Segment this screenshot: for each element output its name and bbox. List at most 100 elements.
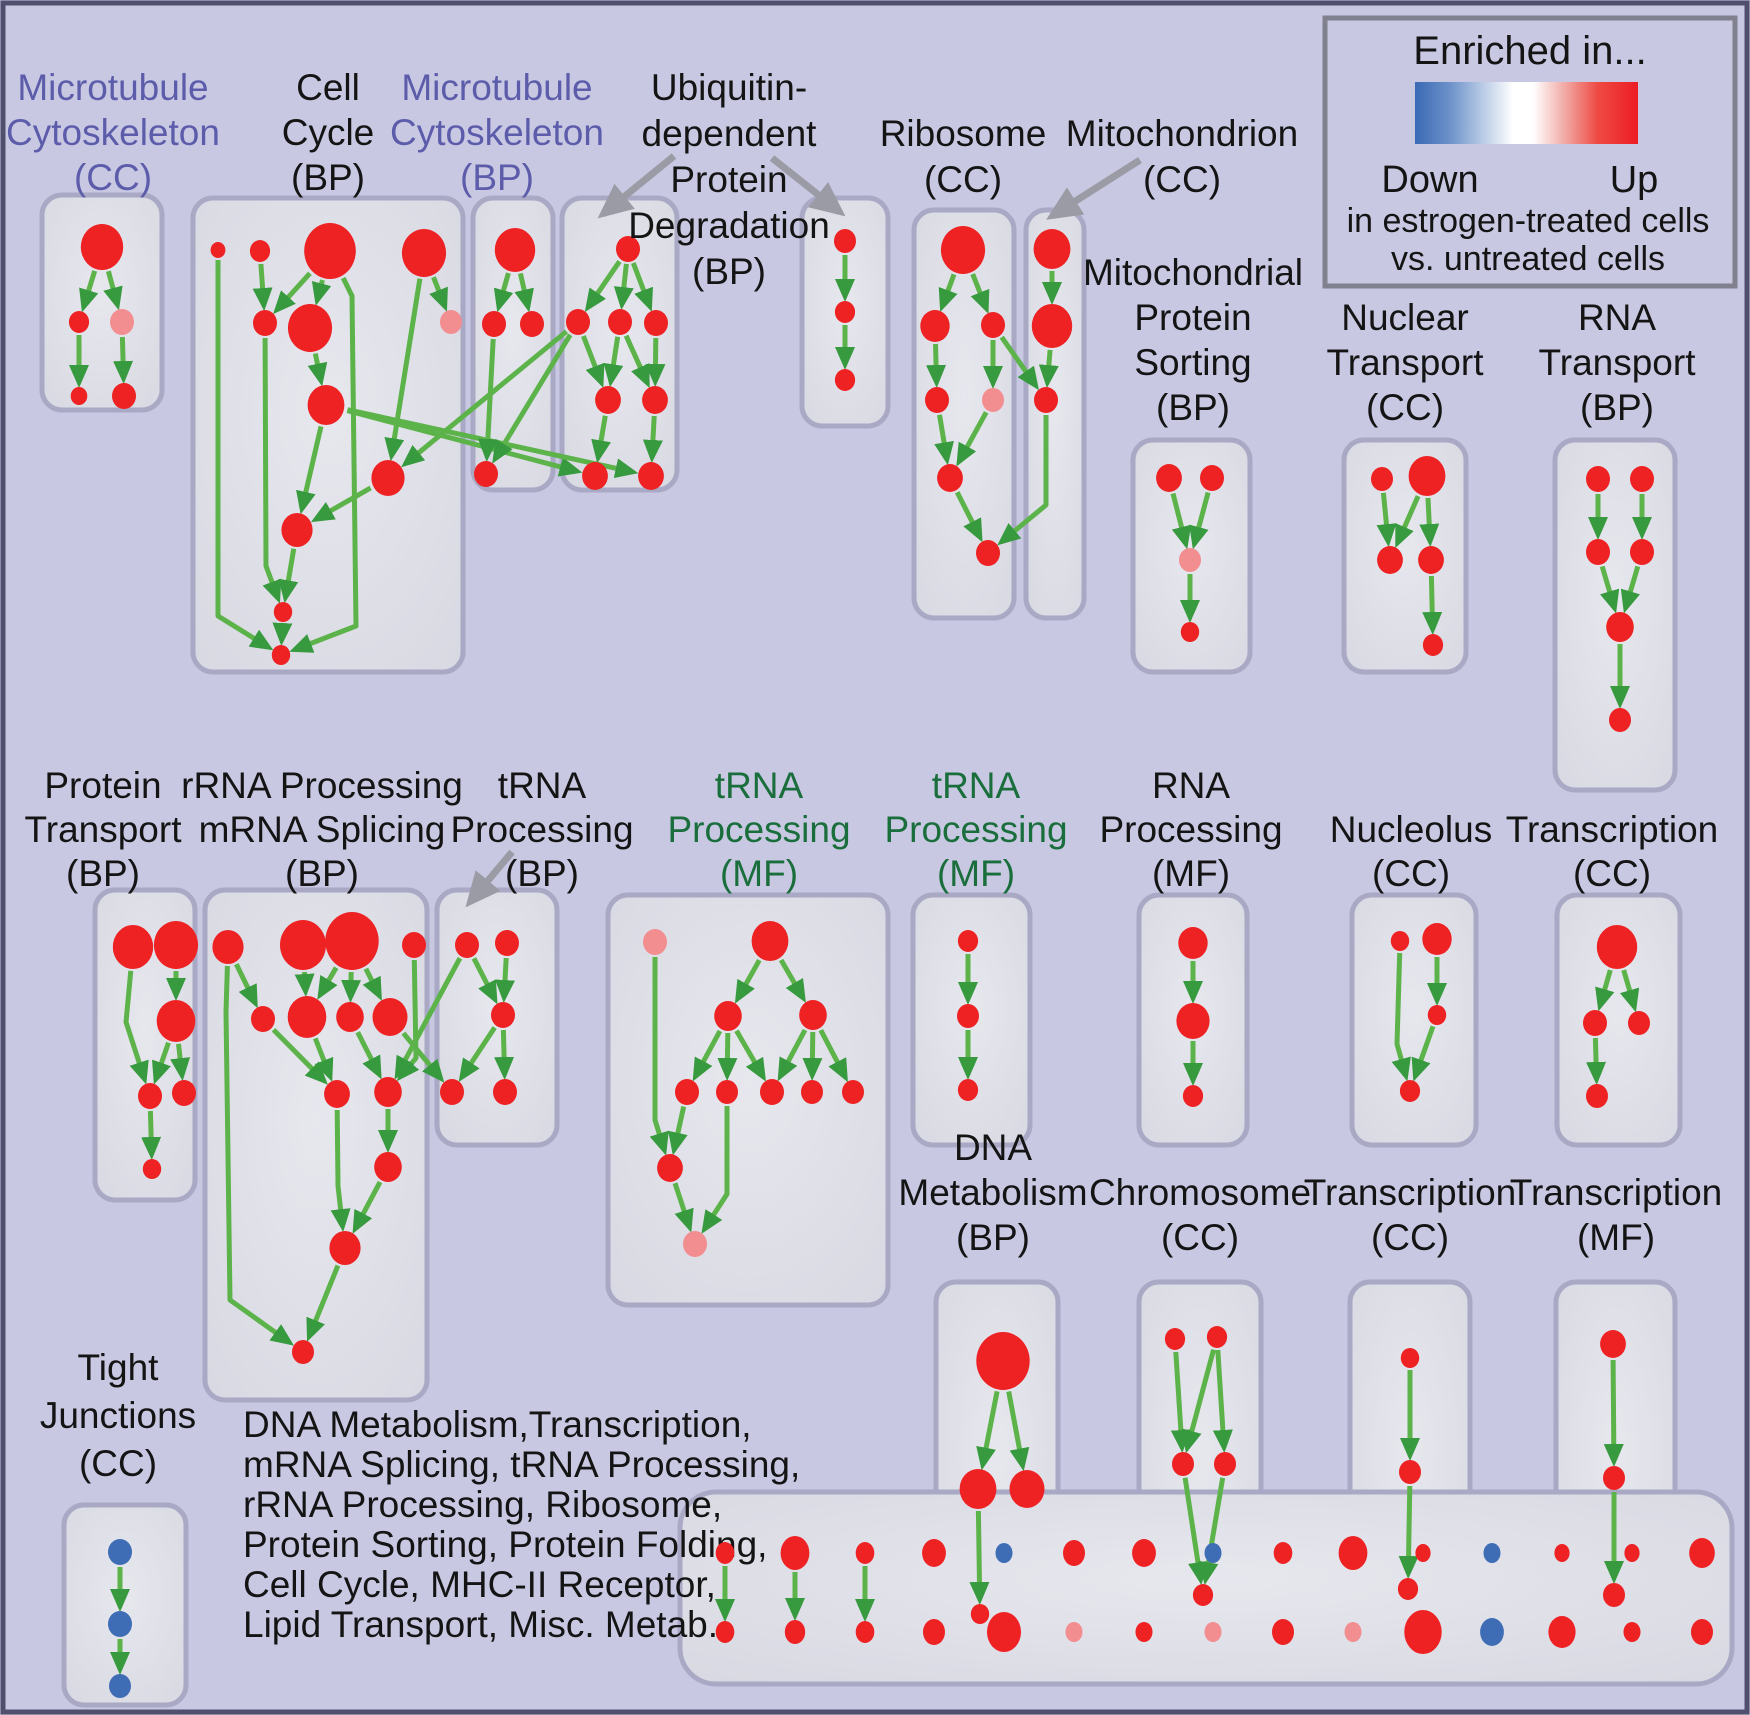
go-node-tv0 <box>957 930 979 952</box>
go-edge <box>1395 495 1421 549</box>
go-node-cm1 <box>1172 1452 1194 1476</box>
go-edge <box>970 273 990 314</box>
go-edge <box>630 262 653 312</box>
go-node-cc5 <box>287 304 333 352</box>
go-node-uas2 <box>642 386 668 414</box>
go-node-uab2 <box>638 462 664 490</box>
legend-up-label: Up <box>1610 159 1659 201</box>
go-node-mb0 <box>494 228 536 272</box>
go-node-tjb <box>108 1611 132 1637</box>
go-node-ra <box>940 226 986 274</box>
go-node-tbt0 <box>455 932 479 958</box>
go-node-cc1 <box>249 240 271 262</box>
label-pointer-arrow-icon <box>465 849 515 908</box>
go-edge <box>717 1032 738 1081</box>
go-node-t2b <box>1399 1460 1421 1484</box>
go-term-label-cell-cycle: Cycle <box>282 112 375 153</box>
go-edge <box>103 270 123 311</box>
go-edge <box>514 272 534 313</box>
go-edge <box>1212 1349 1233 1453</box>
go-node-ntc1 <box>1377 546 1403 574</box>
go-node-ct2 <box>1206 1326 1228 1348</box>
go-edge <box>223 965 294 1346</box>
go-term-label-trna-mf-2: (MF) <box>937 853 1015 894</box>
bar-node-top <box>855 1542 875 1564</box>
bar-node-bottom <box>923 1619 945 1645</box>
go-node-cc10 <box>273 602 293 622</box>
go-node-uab1 <box>582 462 608 490</box>
bar-node-bottom <box>715 1621 735 1643</box>
go-edge <box>494 957 515 1003</box>
go-term-label-mito-protein-sorting: Sorting <box>1134 342 1251 383</box>
go-node-ptb6 <box>142 1159 162 1179</box>
go-term-label-nucleolus: Nucleolus <box>1330 809 1492 850</box>
go-node-tw1 <box>1176 1003 1210 1039</box>
go-node-rd <box>925 387 949 413</box>
go-node-ub0 <box>834 229 856 253</box>
go-node-rr1 <box>280 920 326 970</box>
go-node-cc4 <box>253 310 277 336</box>
go-term-label-nucleolus: (CC) <box>1372 853 1450 894</box>
go-node-mbb <box>474 461 498 487</box>
go-node-mtcc2 <box>110 309 134 335</box>
go-edge <box>493 272 514 313</box>
bar-node-bottom <box>987 1612 1021 1652</box>
go-term-label-transcription-cc-1: Transcription <box>1506 809 1718 850</box>
go-term-label-rrna-mrna: rRNA Processing <box>181 765 463 806</box>
go-edge <box>1599 565 1620 614</box>
go-edge <box>401 329 568 468</box>
go-node-ptx1 <box>112 925 154 969</box>
bar-node-bottom <box>1344 1622 1362 1642</box>
misc-categories-text: DNA Metabolism,Transcription,mRNA Splici… <box>243 1404 800 1645</box>
go-edge <box>1586 1037 1607 1085</box>
go-edge <box>938 273 958 312</box>
go-term-label-tight-junctions: (CC) <box>79 1443 157 1484</box>
bar-node-bottom <box>1480 1618 1504 1646</box>
go-term-label-trna-mf-2: tRNA <box>932 765 1021 806</box>
go-term-label-rrna-mrna: mRNA Splicing <box>199 809 446 850</box>
go-node-dla <box>959 1469 997 1509</box>
go-node-mtcc4 <box>112 383 136 409</box>
go-edge <box>234 963 258 1009</box>
go-node-rr11 <box>329 1231 361 1265</box>
go-edge <box>603 336 624 388</box>
legend-down-label: Down <box>1381 159 1478 201</box>
go-node-tcd <box>1586 1084 1608 1108</box>
go-term-label-ubiquitin: (BP) <box>692 251 766 292</box>
go-node-rh <box>976 540 1000 566</box>
go-edge <box>1170 1351 1191 1453</box>
go-node-rf <box>1034 387 1058 413</box>
go-term-label-rna-transport: Transport <box>1539 342 1697 383</box>
go-edge <box>734 958 762 1004</box>
bar-node-bottom <box>1691 1619 1713 1645</box>
go-term-label-rrna-mrna: (BP) <box>285 853 359 894</box>
go-edge <box>1170 492 1192 550</box>
go-term-label-dna-metabolism: Metabolism <box>898 1172 1087 1213</box>
go-node-ts0 <box>675 1079 699 1105</box>
go-node-rr9 <box>374 1077 402 1107</box>
go-node-dx <box>976 1332 1030 1390</box>
go-node-mbc1 <box>482 311 506 337</box>
go-edge <box>934 414 954 466</box>
go-node-tbb1 <box>493 1079 517 1105</box>
go-edge <box>613 263 634 311</box>
go-edge <box>649 957 669 1156</box>
go-edge <box>296 425 324 515</box>
go-node-tjc <box>109 1674 131 1698</box>
go-node-rtc1 <box>1586 539 1610 565</box>
go-node-ct1 <box>1164 1328 1186 1350</box>
bar-node-bottom <box>1204 1622 1222 1642</box>
go-edge <box>141 1110 162 1160</box>
go-node-ntL <box>1408 456 1446 496</box>
misc-categories-line: mRNA Splicing, tRNA Processing, <box>243 1444 800 1485</box>
go-node-pts4 <box>138 1083 162 1109</box>
misc-categories-line: Lipid Transport, Misc. Metab. <box>243 1604 718 1645</box>
label-pointer-arrows <box>465 153 1142 908</box>
go-edge <box>306 1264 341 1342</box>
bar-node-bottom <box>855 1621 875 1643</box>
go-node-rtt2 <box>1630 466 1654 492</box>
label-pointer-arrow-icon <box>597 153 677 219</box>
go-edge <box>492 333 573 464</box>
go-term-box-b_tj <box>61 1502 189 1708</box>
